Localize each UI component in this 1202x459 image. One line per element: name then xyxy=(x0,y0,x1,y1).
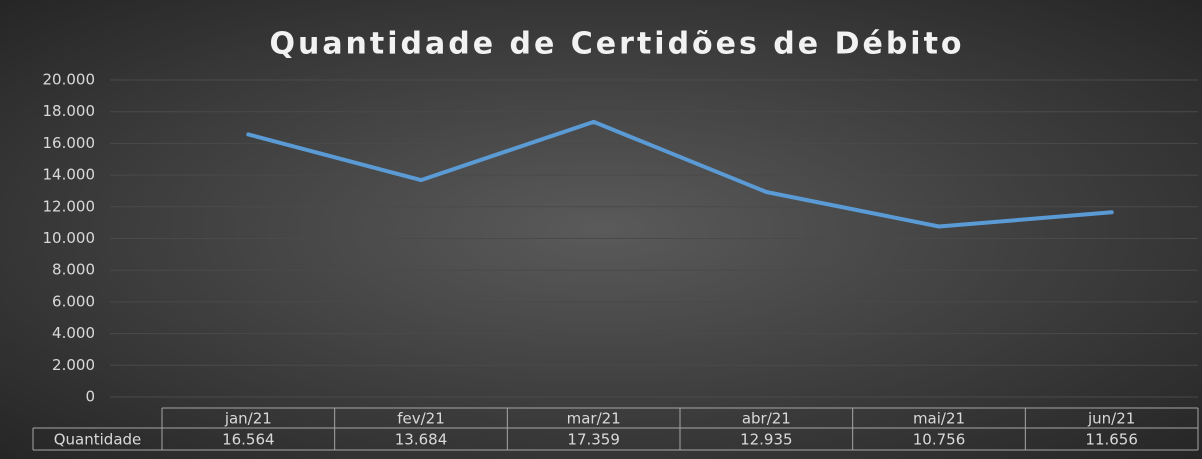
series-line xyxy=(246,119,1114,229)
data-label: 16.564 xyxy=(222,431,275,449)
x-tick-label: abr/21 xyxy=(742,410,791,428)
y-tick-label: 4.000 xyxy=(52,324,95,342)
y-tick-label: 8.000 xyxy=(52,261,95,279)
y-tick-label: 0 xyxy=(85,388,95,406)
y-tick-label: 2.000 xyxy=(52,356,95,374)
y-tick-label: 10.000 xyxy=(43,229,96,247)
data-label: 11.656 xyxy=(1085,431,1138,449)
data-label: 10.756 xyxy=(913,431,966,449)
x-tick-label: jan/21 xyxy=(224,410,272,428)
data-label: 17.359 xyxy=(567,431,620,449)
data-label: 12.935 xyxy=(740,431,793,449)
y-tick-label: 12.000 xyxy=(43,197,96,215)
y-tick-label: 6.000 xyxy=(52,292,95,310)
data-label: 13.684 xyxy=(395,431,448,449)
y-tick-label: 20.000 xyxy=(43,71,96,89)
chart-title: Quantidade de Certidões de Débito xyxy=(269,27,964,62)
legend-label: Quantidade xyxy=(54,431,142,449)
y-tick-label: 14.000 xyxy=(43,166,96,184)
y-tick-label: 16.000 xyxy=(43,134,96,152)
x-tick-label: fev/21 xyxy=(397,410,445,428)
x-tick-label: mar/21 xyxy=(567,410,621,428)
y-tick-label: 18.000 xyxy=(43,102,96,120)
x-tick-label: jun/21 xyxy=(1087,410,1135,428)
x-tick-label: mai/21 xyxy=(913,410,965,428)
